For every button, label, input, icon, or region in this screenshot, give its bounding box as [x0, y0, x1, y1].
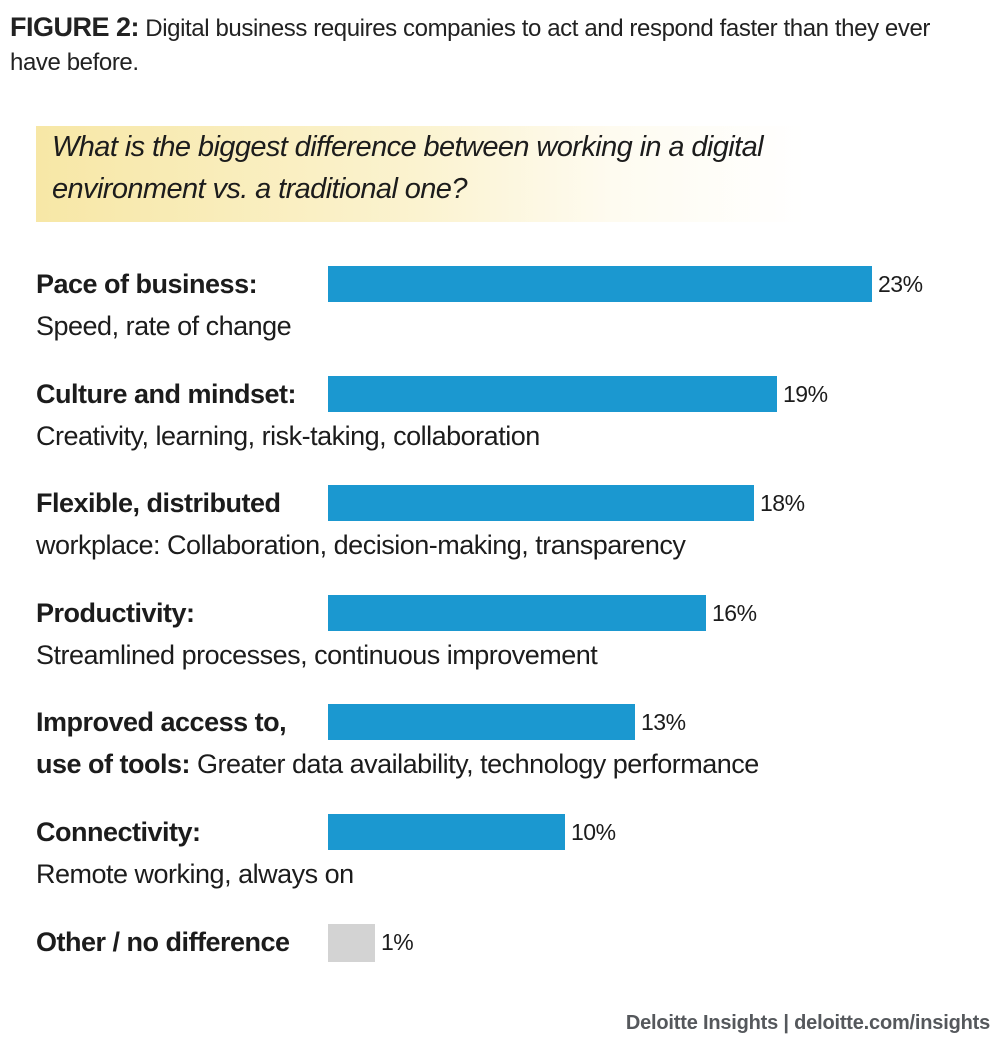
category-label: Culture and mindset: — [36, 379, 297, 409]
question-highlight-box — [36, 126, 806, 222]
bar — [328, 595, 706, 631]
category-label: Flexible, distributed — [36, 488, 281, 518]
bar — [328, 924, 375, 962]
bar — [328, 704, 635, 740]
bar — [328, 814, 565, 850]
category-label: Connectivity: — [36, 817, 201, 847]
category-label: Other / no difference — [36, 927, 290, 957]
category-label: Improved access to, — [36, 707, 287, 737]
value-label: 13% — [641, 709, 686, 735]
category-description: Speed, rate of change — [36, 311, 292, 341]
category-label: Productivity: — [36, 598, 195, 628]
value-label: 16% — [712, 600, 757, 626]
category-description: Remote working, always on — [36, 859, 354, 889]
value-label: 19% — [783, 381, 828, 407]
figure-title: FIGURE 2: Digital business requires comp… — [10, 10, 985, 80]
value-label: 1% — [381, 929, 414, 955]
value-label: 23% — [878, 271, 923, 297]
figure-caption: Digital business requires companies to a… — [10, 15, 931, 76]
bar — [328, 376, 777, 412]
bar — [328, 266, 872, 302]
value-label: 18% — [760, 490, 805, 516]
category-description: use of tools: Greater data availability,… — [36, 749, 759, 779]
category-description: Creativity, learning, risk-taking, colla… — [36, 421, 540, 451]
bar — [328, 485, 754, 521]
value-label: 10% — [571, 819, 616, 845]
figure-label: FIGURE 2: — [10, 12, 140, 42]
category-description: workplace: Collaboration, decision-makin… — [36, 530, 686, 560]
chart-question: What is the biggest difference between w… — [52, 131, 764, 205]
category-label: Pace of business: — [36, 269, 258, 299]
category-description: Streamlined processes, continuous improv… — [36, 640, 598, 670]
source-credit: Deloitte Insights | deloitte.com/insight… — [625, 1012, 990, 1034]
